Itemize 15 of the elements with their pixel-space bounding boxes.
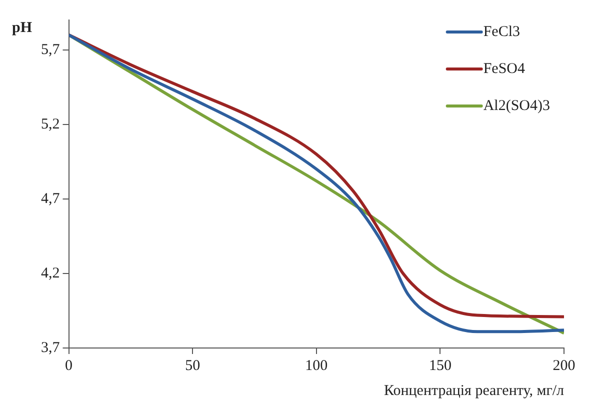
y-tick-label: 5,2	[41, 116, 60, 132]
y-tick-label: 3,7	[41, 340, 60, 356]
y-tick-label: 4,2	[41, 265, 60, 282]
x-tick-label: 200	[552, 358, 576, 374]
x-tick-label: 0	[65, 358, 72, 374]
x-tick-label: 50	[185, 358, 200, 374]
legend-label: FeCl3	[483, 24, 520, 40]
x-tick-label: 150	[428, 358, 452, 374]
y-tick-label: 5,7	[41, 42, 60, 58]
y-tick-label: 4,7	[41, 190, 60, 207]
legend-label: FeSO4	[483, 60, 526, 77]
legend-label: Al2(SO4)3	[483, 98, 550, 114]
x-axis-title: Концентрація реагенту, мг/л	[384, 382, 565, 399]
x-tick-label: 100	[305, 358, 328, 374]
y-axis-title: pH	[12, 20, 32, 36]
